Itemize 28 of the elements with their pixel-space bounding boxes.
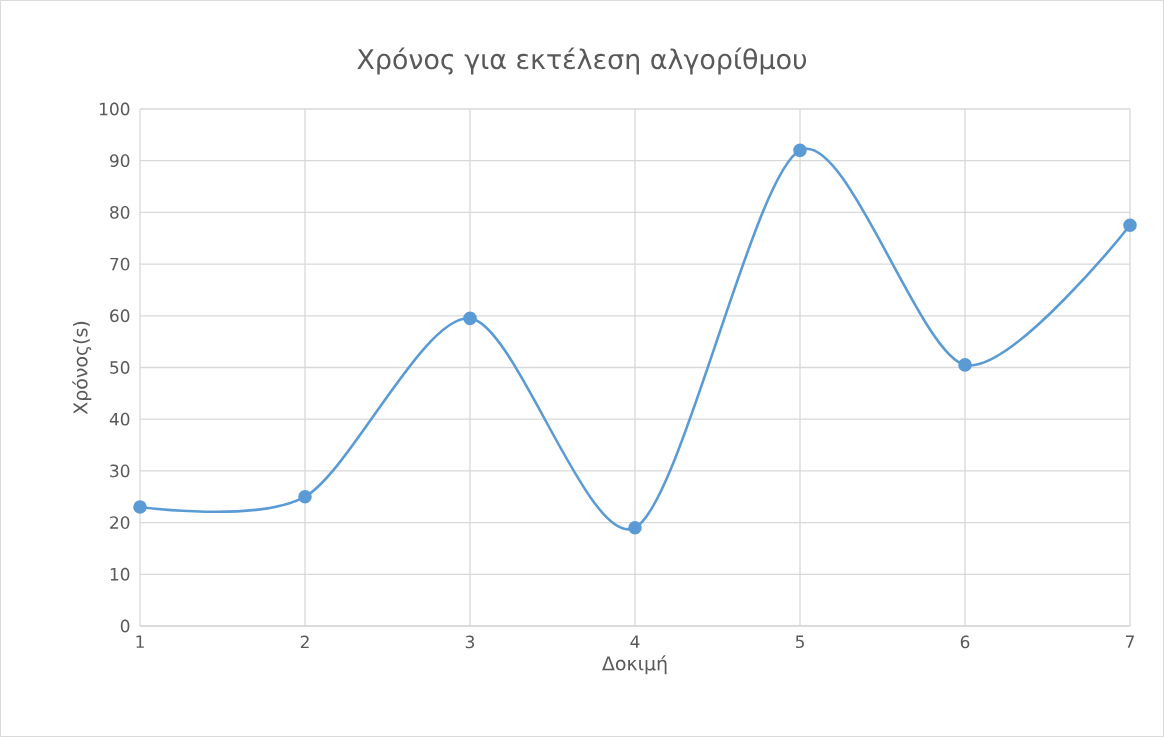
y-axis-title: Χρόνος(s)	[72, 321, 92, 415]
point	[958, 358, 972, 372]
y-tick-label: 10	[110, 567, 130, 581]
chart-title: Χρόνος για εκτέλεση αλγορίθμου	[357, 47, 807, 75]
point	[1123, 218, 1137, 233]
x-tick-label: 5	[795, 635, 804, 649]
y-tick-label: 40	[109, 412, 130, 426]
y-tick-label: 70	[110, 257, 130, 271]
x-tick-label: 7	[1126, 635, 1134, 648]
y-tick-label: 100	[100, 102, 130, 116]
y-tick-label: 80	[110, 205, 130, 219]
x-axis-title: Δοκιμή	[602, 655, 667, 675]
point	[298, 489, 312, 504]
y-tick-label: 0	[120, 619, 130, 633]
x-tick-label: 2	[300, 635, 309, 649]
y-tick-label: 90	[110, 154, 130, 168]
point	[463, 311, 477, 326]
point	[133, 500, 147, 514]
y-tick-label: 50	[110, 361, 130, 374]
y-tick-label: 60	[110, 309, 130, 323]
point	[628, 520, 642, 535]
x-tick-label: 1	[136, 635, 144, 648]
x-tick-label: 4	[630, 635, 640, 648]
y-tick-label: 20	[110, 516, 130, 529]
y-tick-label: 30	[110, 464, 130, 478]
x-tick-label: 6	[960, 635, 970, 649]
x-tick-label: 3	[465, 635, 475, 649]
point	[793, 143, 807, 158]
